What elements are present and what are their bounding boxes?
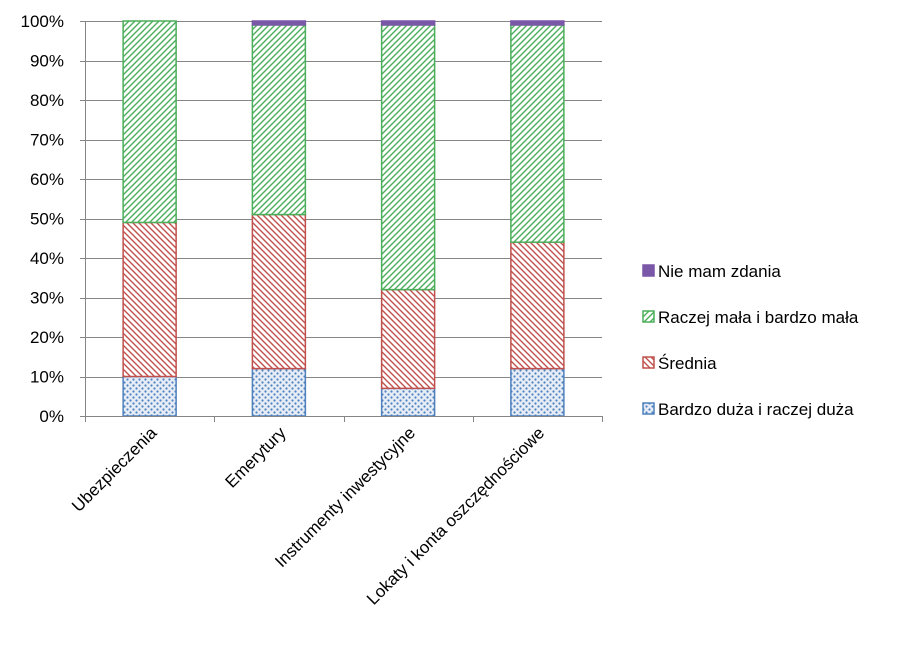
y-tick-label: 30% bbox=[30, 289, 64, 308]
legend-label: Średnia bbox=[658, 354, 717, 373]
legend-label: Bardzo duża i raczej duża bbox=[658, 400, 854, 419]
legend-label: Nie mam zdania bbox=[658, 262, 781, 281]
bar-segment bbox=[380, 24, 436, 291]
legend-swatch bbox=[642, 402, 655, 415]
y-tick-labels: 0% 10% 20% 30% 40% 50% 60% 70% 80% 90% 100% bbox=[21, 12, 64, 426]
axes bbox=[80, 21, 603, 422]
x-tick-label: Instrumenty inwestycyjne bbox=[271, 423, 419, 571]
legend-label: Raczej mała i bardzo mała bbox=[658, 308, 859, 327]
bar-segment bbox=[510, 24, 565, 243]
bar-segment bbox=[380, 387, 436, 417]
x-tick-label: Emerytury bbox=[221, 423, 290, 492]
bar-segment bbox=[510, 367, 565, 417]
y-tick-label: 0% bbox=[39, 407, 64, 426]
x-tick-label: Ubezpieczenia bbox=[68, 423, 161, 516]
y-tick-label: 90% bbox=[30, 52, 64, 71]
bar-segment bbox=[510, 241, 565, 370]
y-tick-label: 50% bbox=[30, 210, 64, 229]
bar-segment bbox=[122, 20, 177, 224]
bar-segment bbox=[122, 221, 177, 378]
bar-segment bbox=[251, 367, 307, 417]
y-tick-label: 70% bbox=[30, 131, 64, 150]
bars bbox=[122, 20, 565, 417]
bar-segment bbox=[251, 213, 307, 370]
legend-swatch bbox=[642, 264, 655, 277]
y-tick-label: 20% bbox=[30, 328, 64, 347]
bar-segment bbox=[380, 20, 436, 26]
legend-swatch bbox=[642, 356, 655, 369]
legend-item: Średnia bbox=[642, 354, 717, 373]
bar-segment bbox=[122, 375, 177, 417]
y-tick-label: 60% bbox=[30, 170, 64, 189]
y-tick-label: 80% bbox=[30, 91, 64, 110]
legend-item: Bardzo duża i raczej duża bbox=[642, 400, 854, 419]
bar-segment bbox=[251, 20, 307, 26]
legend-item: Nie mam zdania bbox=[642, 262, 781, 281]
y-tick-label: 100% bbox=[21, 12, 64, 31]
y-tick-label: 40% bbox=[30, 249, 64, 268]
y-tick-label: 10% bbox=[30, 368, 64, 387]
legend-swatch bbox=[642, 310, 655, 323]
legend-item: Raczej mała i bardzo mała bbox=[642, 308, 859, 327]
bar-segment bbox=[380, 288, 436, 390]
bar-segment bbox=[510, 20, 565, 26]
legend: Nie mam zdania Raczej mała i bardzo mała Ś… bbox=[642, 262, 859, 419]
bar-segment bbox=[251, 24, 307, 216]
